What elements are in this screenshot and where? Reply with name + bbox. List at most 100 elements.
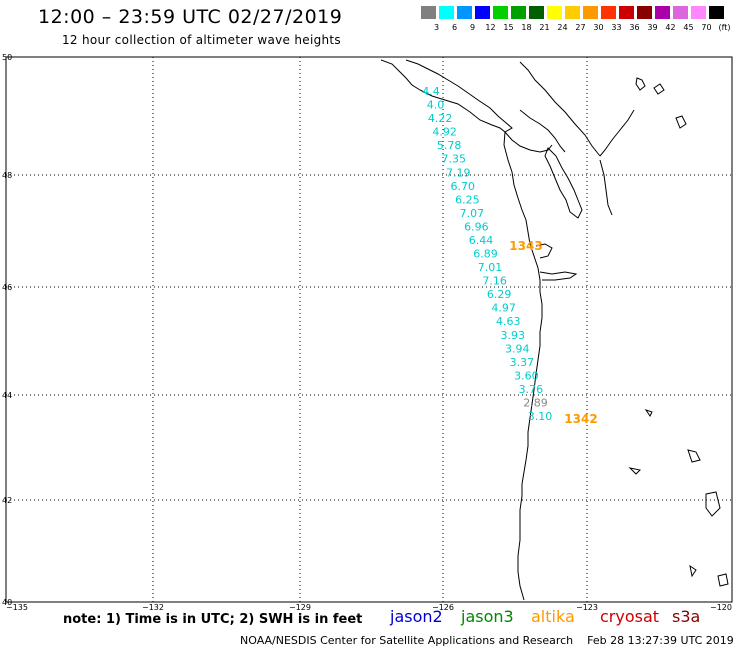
coastline (380, 59, 729, 601)
scale-swatch (709, 6, 724, 19)
scale-label: 36 (629, 23, 640, 32)
swh-observation: 2.89 (523, 396, 548, 409)
swh-observation: 6.96 (464, 220, 489, 233)
map-subtitle: 12 hour collection of altimeter wave hei… (62, 33, 341, 47)
scale-swatch (583, 6, 598, 19)
track-time-label: 1343 (509, 239, 542, 253)
swh-observation: 6.25 (455, 193, 480, 206)
swh-observation: 7.01 (478, 261, 503, 274)
scale-label: 6 (451, 23, 458, 32)
scale-label: 30 (593, 23, 604, 32)
scale-swatch (673, 6, 688, 19)
swh-observation: 4.0 (427, 99, 445, 112)
axis-labels: 50 48 46 44 42 40−135 −132 −129 −126 −123 −120 (2, 53, 732, 612)
satellite-s3a: s3a (672, 607, 701, 626)
swh-observation: 3.37 (510, 356, 535, 369)
lake (717, 573, 729, 587)
island (653, 83, 665, 95)
swh-observation: 7.19 (446, 166, 471, 179)
swh-observation: 4.4 (422, 85, 440, 98)
us-coastline (503, 131, 543, 601)
satellite-cryosat: cryosat (600, 607, 660, 626)
latitude-label: 42 (2, 496, 12, 505)
scale-label: 42 (665, 23, 676, 32)
latitude-label: 40 (2, 598, 12, 607)
scale-label: 15 (503, 23, 514, 32)
lake (644, 409, 653, 417)
scale-label: 9 (469, 23, 476, 32)
bc-coast-east (599, 109, 635, 157)
scale-swatch (547, 6, 562, 19)
swh-observation: 6.29 (487, 288, 512, 301)
swh-observation: 4.92 (432, 126, 457, 139)
latitude-label: 48 (2, 171, 12, 180)
scale-label: 45 (683, 23, 694, 32)
scale-label: 24 (557, 23, 568, 32)
swh-observation: 5.78 (437, 139, 462, 152)
swh-observation: 7.07 (460, 207, 485, 220)
lake (705, 491, 721, 517)
latitude-label: 50 (2, 53, 12, 62)
scale-swatch (511, 6, 526, 19)
map-frame (5, 56, 733, 603)
satellite-jason2: jason2 (390, 607, 443, 626)
island (675, 115, 687, 129)
scale-label: 33 (611, 23, 622, 32)
credit-line: NOAA/NESDIS Center for Satellite Applica… (240, 634, 734, 647)
track-time-label: 1342 (564, 412, 597, 426)
swh-observation: 3.93 (501, 329, 526, 342)
scale-swatch (493, 6, 508, 19)
map-title: 12:00 – 23:59 UTC 02/27/2019 (38, 6, 343, 28)
latitude-label: 44 (2, 391, 12, 400)
satellite-altika: altika (531, 607, 575, 626)
graticule (6, 57, 732, 602)
lake (628, 467, 642, 475)
scale-swatch (475, 6, 490, 19)
scale-label: 27 (575, 23, 586, 32)
swh-observation: 4.63 (496, 315, 521, 328)
vancouver-island (380, 59, 513, 133)
longitude-label: −135 (6, 603, 28, 612)
swh-observation: 7.35 (441, 153, 466, 166)
scale-swatch (439, 6, 454, 19)
island (635, 77, 646, 91)
scale-label: 39 (647, 23, 658, 32)
swh-observation: 3.60 (514, 369, 539, 382)
swh-observation: 3.94 (505, 342, 530, 355)
scale-label: 70 (701, 23, 712, 32)
swh-observation: 3.76 (519, 383, 544, 396)
willapa-bay (535, 243, 553, 259)
scale-swatch (691, 6, 706, 19)
satellite-jason3: jason3 (461, 607, 514, 626)
longitude-label: −123 (576, 603, 598, 612)
swh-observation: 6.44 (469, 234, 494, 247)
puget-east (599, 159, 613, 216)
scale-label: (ft) (718, 23, 731, 32)
scale-swatch (601, 6, 616, 19)
scale-label: 18 (521, 23, 532, 32)
scale-label: 21 (539, 23, 550, 32)
scale-swatch (457, 6, 472, 19)
longitude-label: −126 (432, 603, 454, 612)
scale-label: 12 (485, 23, 496, 32)
swh-observation: 4.97 (491, 302, 516, 315)
scale-swatch (565, 6, 580, 19)
lake (689, 564, 697, 578)
swh-observation: 6.70 (451, 180, 476, 193)
lake (687, 449, 701, 463)
swh-observation: 3.10 (528, 410, 553, 423)
longitude-label: −120 (710, 603, 732, 612)
juan-de-fuca-south (504, 131, 553, 153)
strait-coast (519, 109, 566, 153)
wave-height-observations: 4.44.04.224.925.787.357.196.706.257.076.… (422, 85, 597, 426)
columbia-river (539, 271, 578, 281)
longitude-label: −129 (289, 603, 311, 612)
swh-observation: 4.22 (428, 112, 453, 125)
scale-swatch (637, 6, 652, 19)
swh-observation: 7.16 (482, 275, 507, 288)
scale-swatch (619, 6, 634, 19)
puget-sound (544, 147, 583, 219)
scale-label: 3 (433, 23, 440, 32)
scale-swatch (529, 6, 544, 19)
